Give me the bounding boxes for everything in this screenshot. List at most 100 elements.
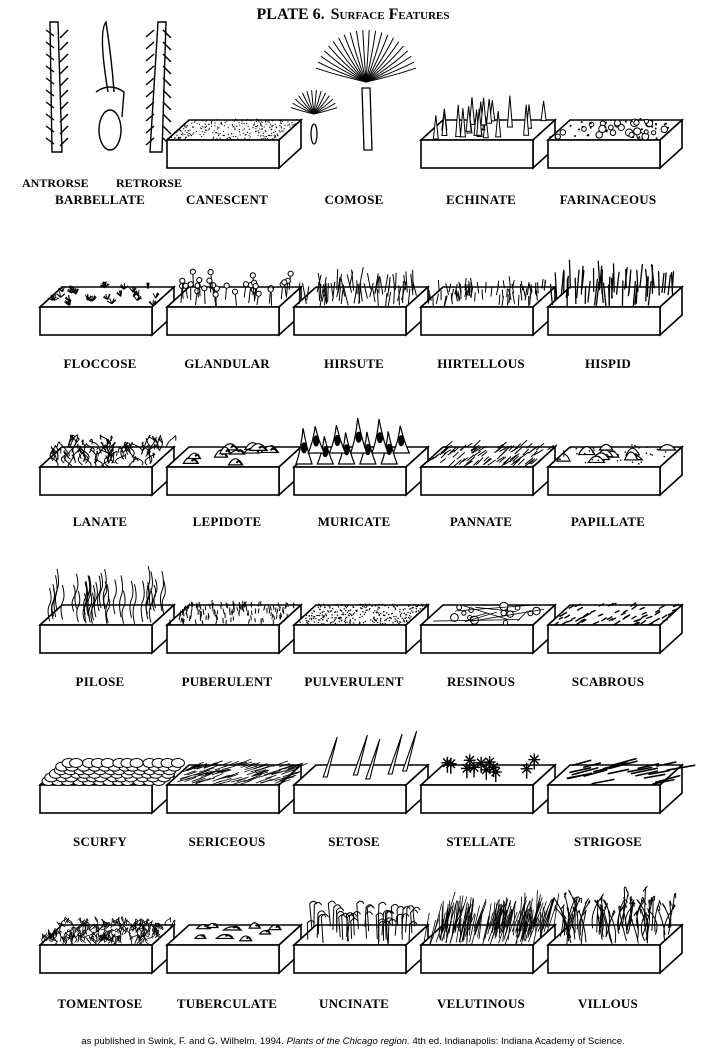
papillate-illustration xyxy=(545,443,685,497)
feature-lepidote: LEPIDOTE xyxy=(157,382,304,542)
block xyxy=(291,923,431,975)
sublabel-retrorse: RETRORSE xyxy=(115,176,182,190)
puberulent-illustration xyxy=(164,599,304,655)
feature-label: TOMENTOSE xyxy=(57,996,143,1011)
feature-label: RESINOUS xyxy=(446,674,516,689)
plate-subtitle: Surface Features xyxy=(330,6,450,23)
block xyxy=(164,118,304,170)
feature-label: HISPID xyxy=(585,356,631,371)
barbellate-illustration xyxy=(45,20,172,153)
block xyxy=(545,285,685,337)
feature-label: STRIGOSE xyxy=(573,834,643,849)
block xyxy=(291,763,431,815)
feature-label: LEPIDOTE xyxy=(192,514,262,529)
feature-strigose: STRIGOSE xyxy=(538,700,696,860)
feature-resinous: RESINOUS xyxy=(411,540,558,700)
pilose-illustration xyxy=(37,565,177,655)
block xyxy=(418,763,558,815)
block xyxy=(37,285,177,337)
feature-pilose: PILOSE xyxy=(30,540,177,700)
feature-label: FLOCCOSE xyxy=(63,356,137,371)
feature-label: TUBERCULATE xyxy=(176,996,278,1011)
caption-book: Plants of the Chicago region. xyxy=(286,1036,410,1047)
source-caption: as published in Swink, F. and G. Wilhelm… xyxy=(0,1036,706,1047)
velutinous-illustration xyxy=(418,890,560,975)
surface-features-plate: ANTRORSE RETRORSE BARBELLATE CANESCENT COMOS… xyxy=(22,20,696,1020)
block xyxy=(545,603,685,655)
pannate-illustration xyxy=(418,439,558,497)
feature-sericeous: SERICEOUS xyxy=(157,700,308,860)
feature-label: GLANDULAR xyxy=(184,356,270,371)
scabrous-illustration xyxy=(545,602,685,655)
feature-label: COMOSE xyxy=(324,192,384,207)
feature-uncinate: UNCINATE xyxy=(284,860,431,1020)
resinous-illustration xyxy=(418,601,558,655)
block xyxy=(291,445,431,497)
feature-label: BARBELLATE xyxy=(55,192,145,207)
block xyxy=(418,118,558,170)
feature-label: PULVERULENT xyxy=(304,674,404,689)
feature-hirsute: HIRSUTE xyxy=(284,222,431,382)
feature-label: UNCINATE xyxy=(319,996,389,1011)
sericeous-illustration xyxy=(164,758,308,815)
feature-barbellate: ANTRORSE RETRORSE BARBELLATE xyxy=(22,20,182,207)
feature-tuberculate: TUBERCULATE xyxy=(157,860,304,1020)
feature-label: VELUTINOUS xyxy=(437,996,525,1011)
glandular-illustration xyxy=(164,268,304,337)
feature-hispid: HISPID xyxy=(538,222,685,382)
feature-label: SCABROUS xyxy=(571,674,645,689)
hispid-illustration xyxy=(545,259,685,337)
barbellate-sublabels: ANTRORSE RETRORSE xyxy=(22,176,182,191)
feature-label: VILLOUS xyxy=(578,996,638,1011)
feature-label: STELLATE xyxy=(446,834,516,849)
feature-label: MURICATE xyxy=(317,514,391,529)
tuberculate-illustration xyxy=(164,922,304,975)
comose-illustration xyxy=(290,30,417,151)
pulverulent-illustration xyxy=(291,603,431,655)
feature-glandular: GLANDULAR xyxy=(157,222,304,382)
lepidote-illustration xyxy=(164,442,304,497)
villous-illustration xyxy=(545,886,685,975)
feature-velutinous: VELUTINOUS xyxy=(411,860,560,1020)
feature-label: PILOSE xyxy=(75,674,125,689)
floccose-illustration xyxy=(37,281,177,337)
feature-echinate: ECHINATE xyxy=(411,22,558,207)
tomentose-illustration xyxy=(37,916,177,975)
feature-hirtellous: HIRTELLOUS xyxy=(411,222,558,382)
feature-floccose: FLOCCOSE xyxy=(30,222,177,382)
feature-setose: SETOSE xyxy=(284,700,431,860)
farinaceous-illustration xyxy=(545,118,685,170)
feature-canescent: CANESCENT xyxy=(157,22,304,207)
feature-label: PUBERULENT xyxy=(181,674,273,689)
feature-label: SCURFY xyxy=(73,834,127,849)
feature-villous: VILLOUS xyxy=(538,860,685,1020)
feature-muricate: MURICATE xyxy=(284,382,431,542)
caption-prefix: as published in Swink, F. and G. Wilhelm… xyxy=(81,1036,284,1047)
feature-label: PAPILLATE xyxy=(570,514,646,529)
feature-farinaceous: FARINACEOUS xyxy=(538,22,685,207)
sublabel-antrorse: ANTRORSE xyxy=(22,176,89,190)
feature-stellate: STELLATE xyxy=(411,700,558,860)
stellate-illustration xyxy=(418,753,558,815)
feature-label: SERICEOUS xyxy=(188,834,266,849)
feature-lanate: LANATE xyxy=(30,382,177,542)
feature-label: CANESCENT xyxy=(186,192,268,207)
plate-number: PLATE 6. xyxy=(256,6,325,23)
feature-tomentose: TOMENTOSE xyxy=(30,860,177,1020)
feature-label: LANATE xyxy=(72,514,128,529)
feature-comose: COMOSE xyxy=(284,22,424,207)
feature-puberulent: PUBERULENT xyxy=(157,540,304,700)
muricate-illustration xyxy=(291,417,431,497)
block xyxy=(418,923,558,975)
feature-label: HIRTELLOUS xyxy=(437,356,525,371)
strigose-illustration xyxy=(545,757,696,815)
block xyxy=(164,923,304,975)
hirsute-illustration xyxy=(291,267,431,337)
feature-label: HIRSUTE xyxy=(324,356,384,371)
feature-label: SETOSE xyxy=(328,834,380,849)
feature-pannate: PANNATE xyxy=(411,382,558,542)
canescent-illustration xyxy=(164,118,304,170)
feature-label: FARINACEOUS xyxy=(559,192,657,207)
scurfy-illustration xyxy=(37,758,185,815)
feature-scurfy: SCURFY xyxy=(30,700,185,860)
